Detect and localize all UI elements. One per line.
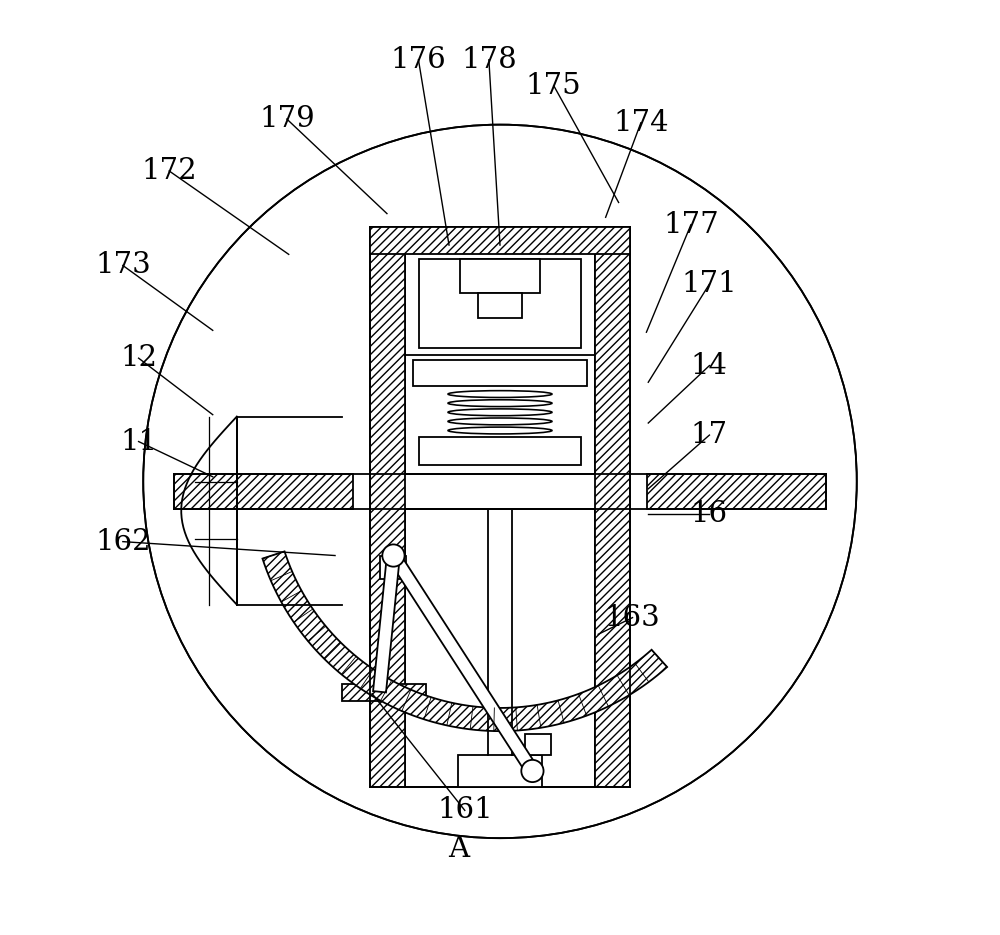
Text: 175: 175: [526, 72, 582, 100]
Text: 16: 16: [691, 500, 728, 528]
Text: 172: 172: [141, 157, 197, 185]
Bar: [370, 226, 630, 254]
Bar: [478, 293, 522, 318]
Text: 17: 17: [691, 421, 728, 449]
Bar: [174, 474, 353, 510]
Text: 12: 12: [120, 344, 157, 372]
Bar: [413, 360, 587, 386]
Bar: [419, 259, 581, 348]
Bar: [458, 755, 542, 787]
Text: 173: 173: [95, 252, 151, 280]
Bar: [342, 684, 426, 701]
Text: 161: 161: [437, 797, 493, 825]
Text: 178: 178: [461, 46, 517, 74]
Bar: [525, 734, 551, 755]
Text: 162: 162: [95, 527, 151, 555]
Text: 176: 176: [391, 46, 446, 74]
Bar: [460, 259, 540, 293]
Text: 163: 163: [605, 604, 660, 632]
Text: 179: 179: [259, 105, 315, 133]
Bar: [405, 510, 595, 787]
Bar: [595, 226, 630, 787]
Polygon shape: [262, 552, 667, 731]
Text: 171: 171: [682, 270, 737, 298]
Circle shape: [382, 544, 405, 567]
Circle shape: [521, 760, 544, 782]
Text: 14: 14: [691, 352, 728, 380]
Bar: [380, 555, 406, 579]
Bar: [370, 226, 405, 787]
Polygon shape: [388, 552, 538, 774]
Text: 177: 177: [663, 210, 719, 238]
Bar: [647, 474, 826, 510]
Text: 174: 174: [613, 108, 669, 137]
Bar: [419, 437, 581, 465]
Text: 11: 11: [120, 427, 157, 455]
Text: A: A: [448, 835, 469, 863]
Polygon shape: [373, 554, 400, 693]
Bar: [405, 226, 595, 474]
